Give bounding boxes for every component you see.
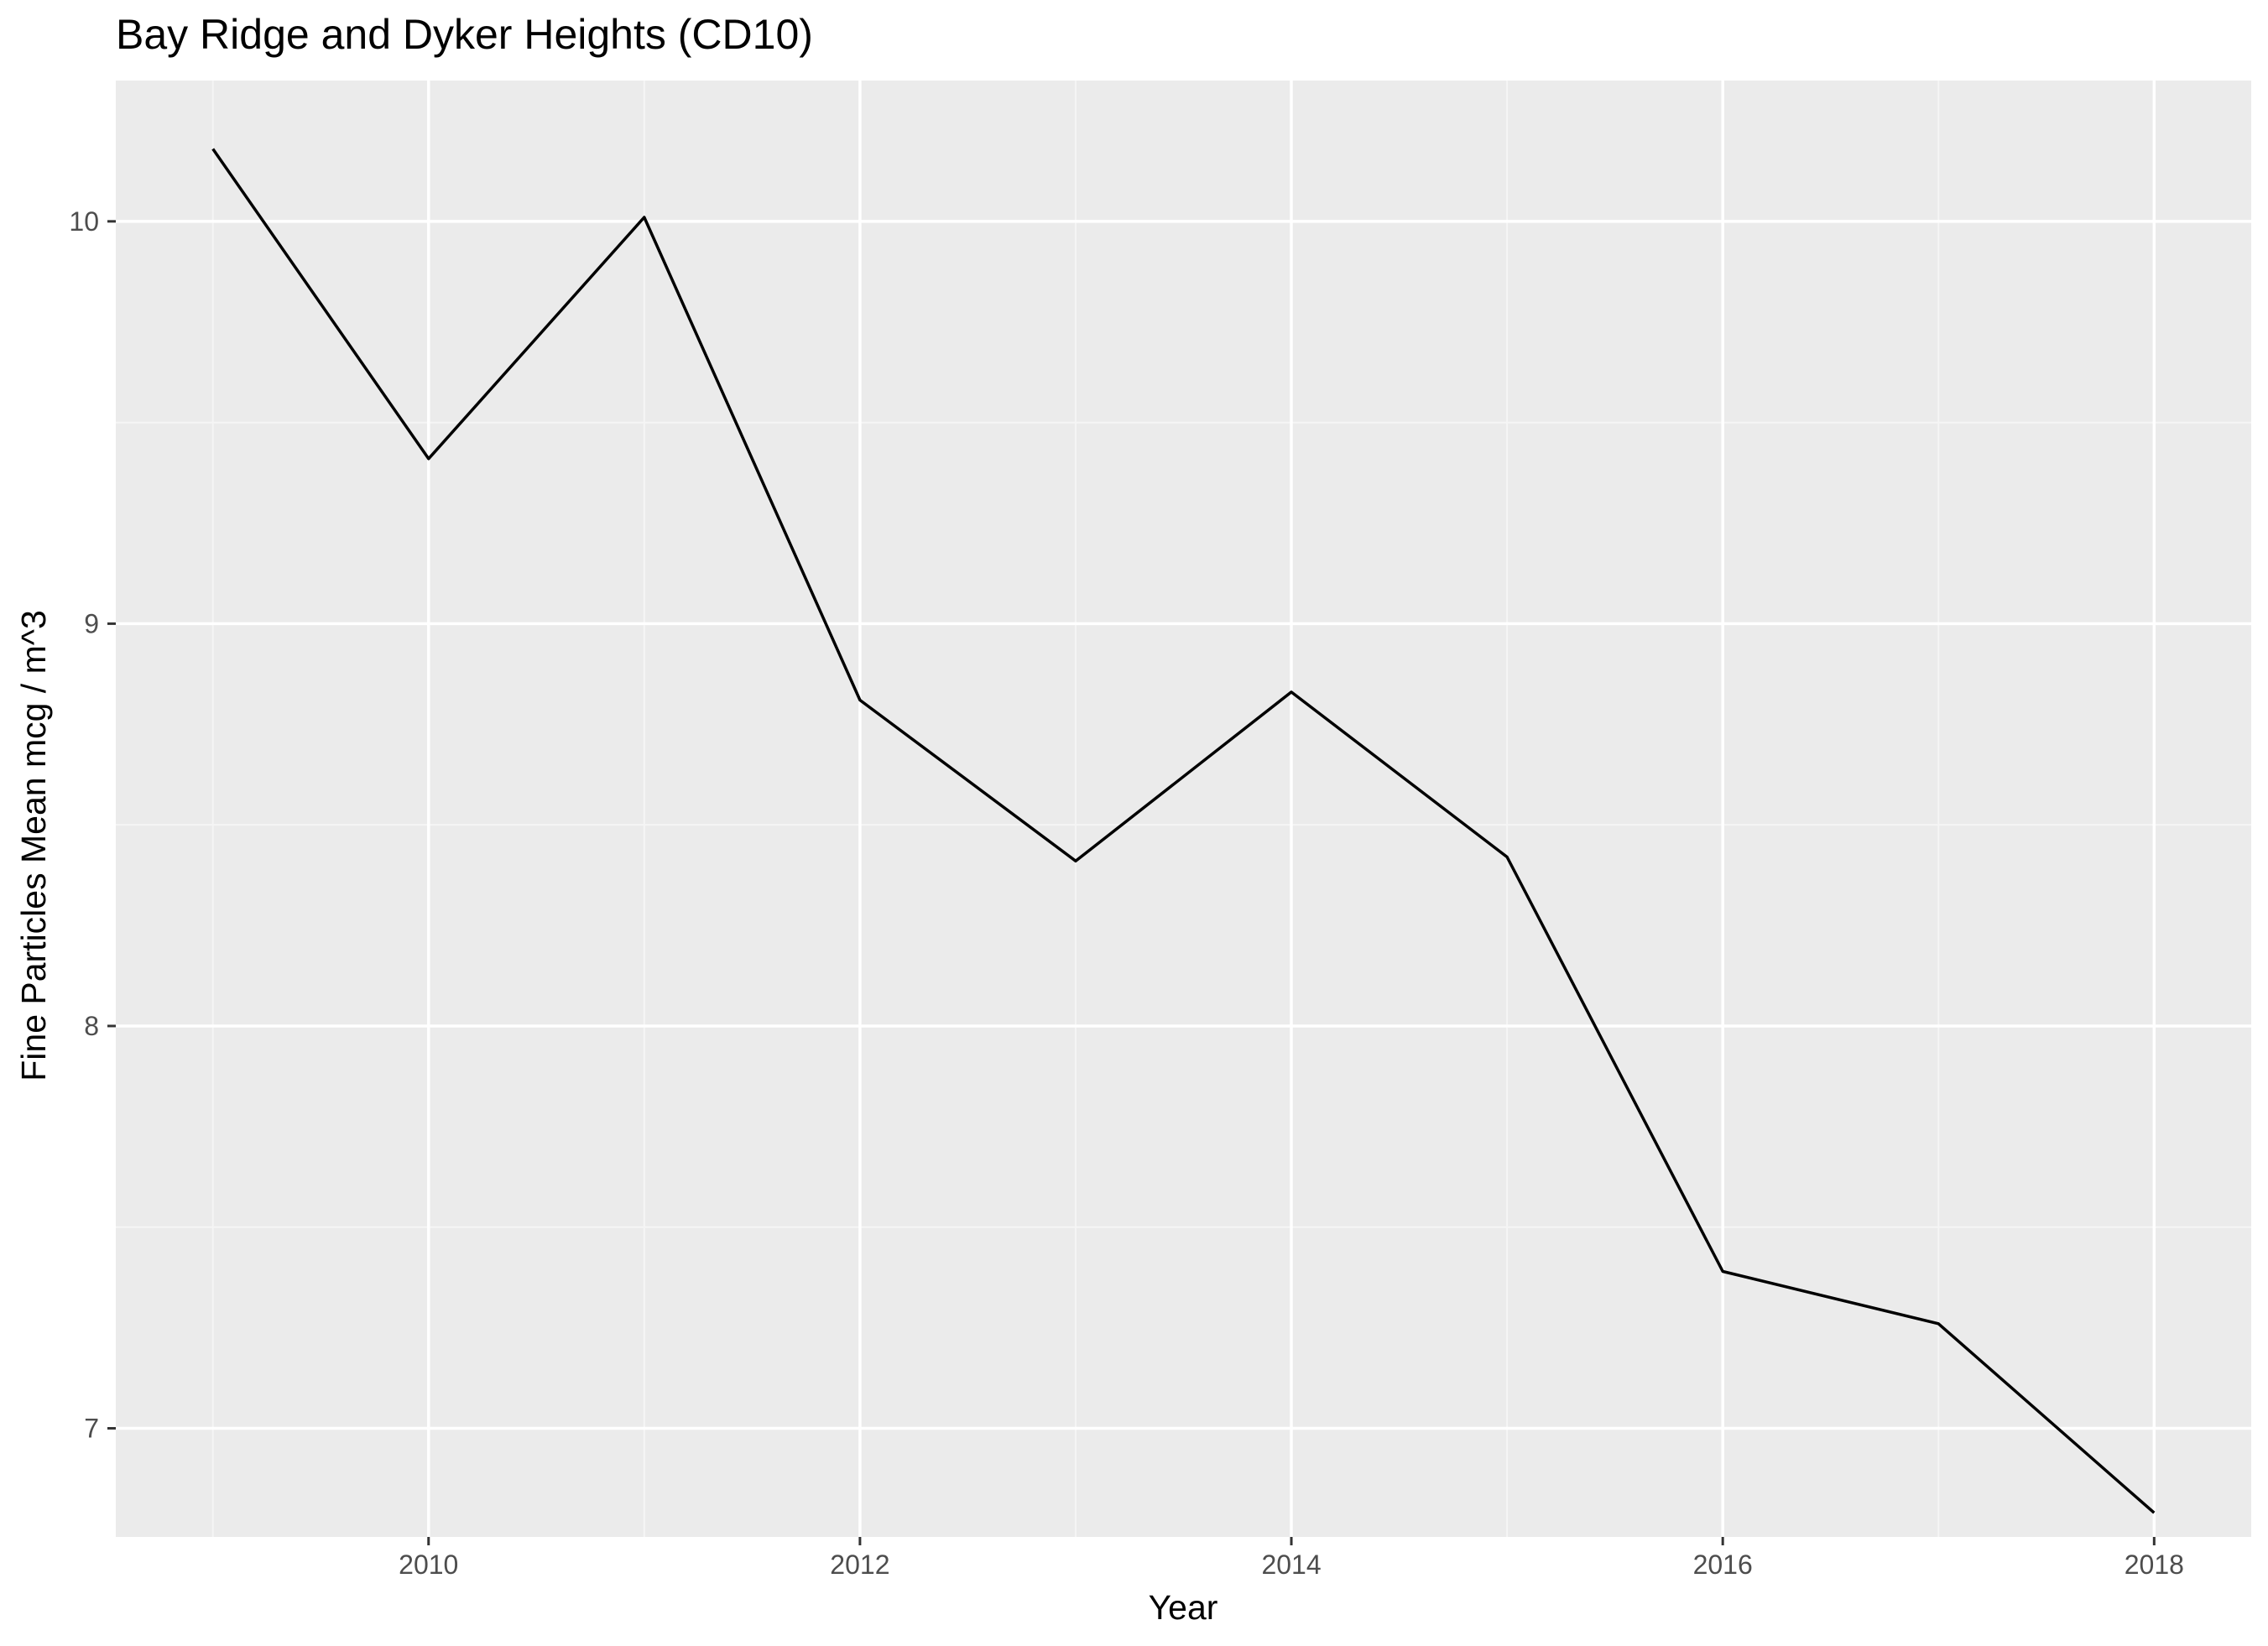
x-tick-label: 2014 (1261, 1550, 1321, 1580)
y-tick-label: 10 (69, 206, 99, 237)
y-tick-label: 7 (84, 1414, 99, 1444)
y-tick-label: 8 (84, 1011, 99, 1041)
x-axis: 2010 2012 2014 2016 2018 (399, 1537, 2184, 1580)
y-axis-title: Fine Particles Mean mcg / m^3 (14, 610, 53, 1081)
grid-major-lines (116, 81, 2251, 1537)
y-tick-label: 9 (84, 608, 99, 638)
plot-panel (116, 81, 2251, 1537)
x-tick-label: 2012 (830, 1550, 889, 1580)
series-line (211, 148, 2156, 1514)
x-tick-label: 2016 (1693, 1550, 1753, 1580)
chart-title: Bay Ridge and Dyker Heights (CD10) (116, 11, 813, 58)
series-layer (211, 148, 2156, 1514)
x-tick-label: 2018 (2125, 1550, 2184, 1580)
x-axis-title: Year (1149, 1588, 1218, 1627)
y-axis: 7 8 9 10 (69, 206, 116, 1444)
x-tick-label: 2010 (399, 1550, 458, 1580)
grid-minor-lines (116, 81, 2251, 1537)
